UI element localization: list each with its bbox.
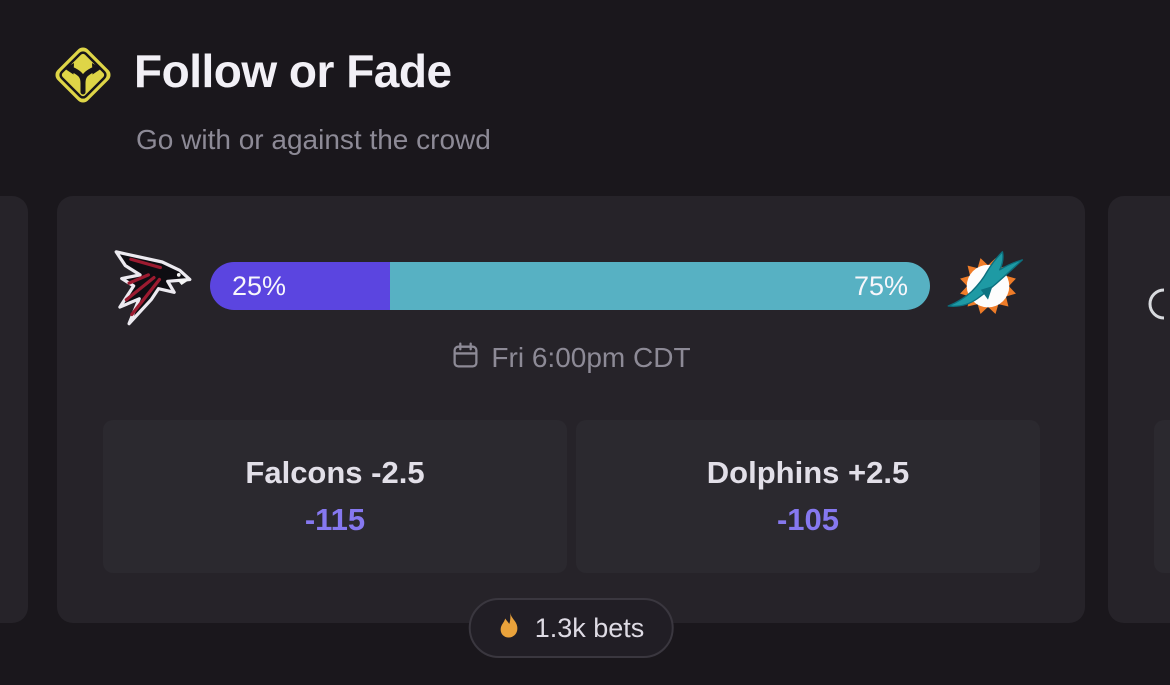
bet-count-label: 1.3k bets (534, 612, 645, 643)
away-bar-segment: 25% (210, 262, 390, 310)
bet-option-label: Falcons -2.5 (245, 455, 425, 490)
page-title: Follow or Fade (134, 45, 452, 97)
carousel-previous-card-stub[interactable] (0, 196, 28, 623)
bet-option-odds: -105 (776, 502, 840, 537)
carousel-next-card-stub[interactable] (1108, 196, 1170, 623)
bet-percentage-bar: 25% 75% (210, 262, 930, 310)
fork-road-sign-icon (46, 38, 120, 112)
follow-or-fade-header: Follow or Fade Go with or against the cr… (0, 0, 1170, 180)
next-team-logo-fragment (1140, 286, 1168, 327)
home-percentage: 75% (853, 270, 908, 301)
next-card-option-fragment (1154, 420, 1170, 573)
event-time-row: Fri 6:00pm CDT (57, 339, 1085, 377)
falcons-logo (107, 242, 199, 328)
bet-option-dolphins[interactable]: Dolphins +2.5 -105 (576, 420, 1040, 573)
game-card[interactable]: 25% 75% Fri 6:00pm CDT Falcons -2.5 -115 (57, 196, 1085, 658)
away-percentage: 25% (232, 270, 287, 301)
flame-icon (498, 612, 522, 645)
home-bar-segment: 75% (390, 262, 930, 310)
bet-option-label: Dolphins +2.5 (706, 455, 910, 490)
bet-option-falcons[interactable]: Falcons -2.5 -115 (103, 420, 567, 573)
event-time: Fri 6:00pm CDT (491, 342, 691, 373)
dolphins-logo (941, 246, 1035, 328)
bet-option-odds: -115 (304, 502, 366, 537)
calendar-icon (451, 341, 480, 375)
bet-count-pill: 1.3k bets (468, 598, 674, 658)
page-subtitle: Go with or against the crowd (136, 124, 491, 155)
